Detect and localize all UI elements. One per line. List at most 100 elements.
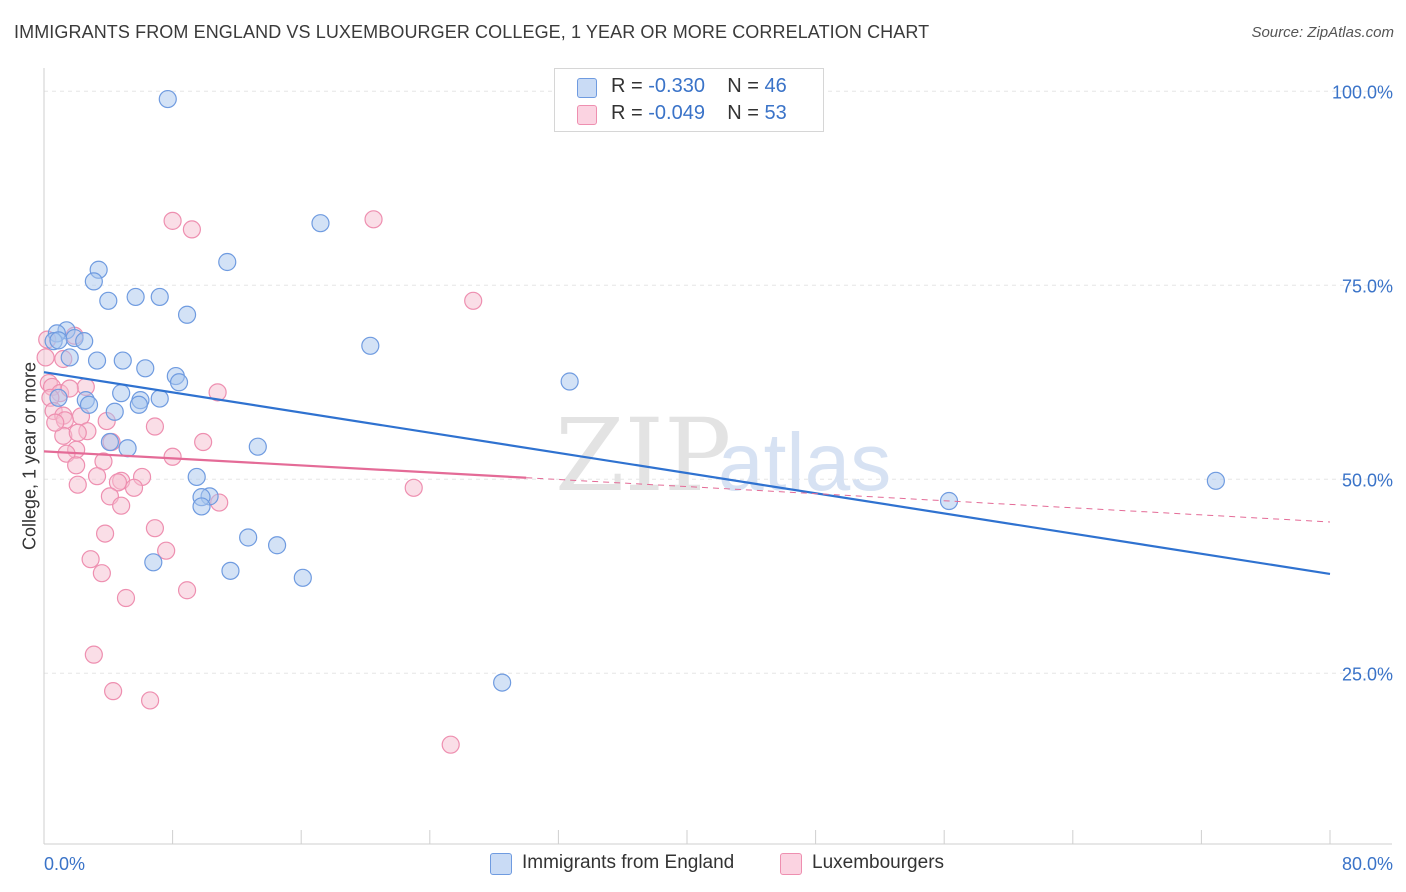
y-tick-label: 75.0% xyxy=(1342,276,1393,296)
luxembourgers-trend-line xyxy=(526,477,1331,523)
luxembourgers-point xyxy=(104,682,123,701)
luxembourgers-point xyxy=(464,291,483,310)
y-tick-label: 50.0% xyxy=(1342,470,1393,490)
correlation-legend: R = -0.330 N = 46 R = -0.049 N = 53 xyxy=(554,68,824,132)
legend-n-label: N = xyxy=(727,102,759,124)
england-point xyxy=(144,553,163,572)
luxembourgers-point xyxy=(145,519,165,538)
england-point xyxy=(99,291,118,310)
watermark: ZIP atlas xyxy=(555,397,891,514)
england-point xyxy=(112,384,131,403)
england-point xyxy=(49,388,68,407)
luxembourgers-point xyxy=(182,220,201,239)
luxembourgers-point xyxy=(208,383,227,402)
england-point xyxy=(248,437,267,456)
luxembourgers-point xyxy=(81,550,100,569)
luxembourgers-point xyxy=(140,691,160,710)
watermark-atlas: atlas xyxy=(718,417,891,508)
england-point xyxy=(267,536,287,555)
luxembourgers-point xyxy=(163,211,182,230)
england-point xyxy=(177,305,197,324)
legend-r-label: R = xyxy=(611,102,643,124)
england-point xyxy=(118,439,137,458)
y-tick-label: 25.0% xyxy=(1342,664,1393,684)
luxembourgers-trend-line xyxy=(43,450,527,479)
england-point xyxy=(158,89,177,109)
luxembourgers-point xyxy=(108,473,128,492)
luxembourgers-point xyxy=(84,645,103,664)
luxembourgers-point xyxy=(36,348,55,367)
england-point xyxy=(311,214,330,233)
x-tick-label: 0.0% xyxy=(44,854,85,874)
england-point xyxy=(100,432,120,452)
luxembourgers-point xyxy=(116,588,136,608)
series-luxembourgers-points xyxy=(36,210,483,754)
england-point xyxy=(221,561,240,580)
luxembourgers-point xyxy=(177,581,197,600)
luxembourgers-point xyxy=(163,447,182,466)
england-point xyxy=(84,272,103,291)
legend-swatch-luxembourgers xyxy=(577,105,597,125)
legend-n-value-england: 46 xyxy=(764,75,787,97)
luxembourgers-point xyxy=(364,210,383,229)
grid-layer xyxy=(44,90,1392,674)
england-point xyxy=(239,528,258,547)
trend-lines xyxy=(43,371,1331,576)
england-point xyxy=(49,331,68,350)
luxembourgers-point xyxy=(67,456,86,475)
legend-swatch-england xyxy=(577,78,597,98)
england-point xyxy=(60,348,79,367)
luxembourgers-point xyxy=(404,478,423,497)
luxembourgers-point xyxy=(124,478,144,497)
england-point xyxy=(105,402,124,421)
england-point xyxy=(293,568,312,587)
england-point xyxy=(136,359,155,378)
england-point xyxy=(113,351,132,370)
luxembourgers-point xyxy=(92,564,111,583)
y-axis-label: College, 1 year or more xyxy=(19,361,40,551)
england-point xyxy=(79,395,99,414)
luxembourgers-point xyxy=(157,541,176,560)
source-label: Source: ZipAtlas.com xyxy=(1251,24,1394,41)
bottom-legend-label-luxembourgers: Luxembourgers xyxy=(812,852,945,873)
luxembourgers-point xyxy=(68,423,87,442)
england-trend-line xyxy=(43,371,1331,576)
england-point xyxy=(361,336,380,355)
england-point xyxy=(87,351,107,370)
england-point xyxy=(150,389,169,408)
legend-n-value-luxembourgers: 53 xyxy=(764,102,787,124)
y-tick-label: 100.0% xyxy=(1332,82,1393,102)
luxembourgers-point xyxy=(112,496,131,515)
bottom-legend-label-england: Immigrants from England xyxy=(522,852,735,873)
england-point xyxy=(1206,471,1225,490)
england-point xyxy=(150,287,169,307)
england-point xyxy=(75,332,94,351)
axis-layer xyxy=(43,68,1392,845)
england-point xyxy=(493,673,512,692)
legend-r-value-england: -0.330 xyxy=(648,75,705,97)
england-point xyxy=(560,372,579,391)
england-point xyxy=(129,395,148,414)
chart-title: IMMIGRANTS FROM ENGLAND VS LUXEMBOURGER … xyxy=(14,22,930,42)
luxembourgers-point xyxy=(68,475,87,494)
legend-r-label: R = xyxy=(611,75,643,97)
england-point xyxy=(192,497,211,516)
watermark-zip: ZIP xyxy=(555,397,731,514)
luxembourgers-point xyxy=(441,735,460,754)
legend-n-label: N = xyxy=(727,75,759,97)
x-tick-label: 80.0% xyxy=(1342,854,1393,874)
england-point xyxy=(126,287,145,307)
luxembourgers-point xyxy=(95,524,115,543)
luxembourgers-point xyxy=(87,467,107,486)
legend-r-value-luxembourgers: -0.049 xyxy=(648,102,705,124)
luxembourgers-point xyxy=(145,417,165,436)
luxembourgers-point xyxy=(194,432,213,452)
bottom-legend-swatch-england xyxy=(490,853,512,875)
england-point xyxy=(187,467,206,487)
england-point xyxy=(218,252,237,272)
bottom-legend-swatch-luxembourgers xyxy=(780,853,802,875)
tick-labels: 100.0% 75.0% 50.0% 25.0% 0.0% 80.0% xyxy=(44,82,1393,874)
luxembourgers-point xyxy=(46,413,65,432)
england-point xyxy=(169,373,189,392)
